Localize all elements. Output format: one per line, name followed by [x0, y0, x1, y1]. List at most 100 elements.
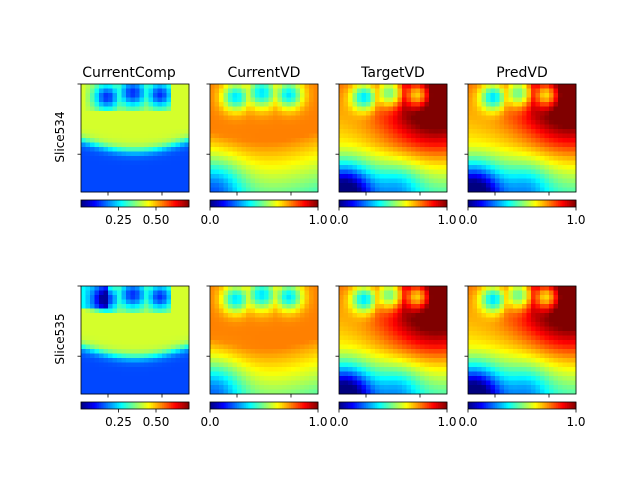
heatmap-cell [361, 299, 367, 305]
heatmap-cell [499, 129, 505, 134]
heatmap-cell [99, 286, 104, 291]
heatmap-cell [144, 147, 149, 152]
heatmap-cell [361, 84, 367, 89]
heatmap-cell [162, 313, 167, 318]
heatmap-cell [264, 138, 269, 143]
heatmap-cell [273, 120, 278, 125]
heatmap-cell [379, 106, 385, 112]
heatmap-cell [540, 367, 545, 372]
heatmap-cell [210, 313, 215, 318]
heatmap-cell [255, 376, 260, 381]
heatmap-cell [357, 290, 362, 296]
heatmap-cell [313, 165, 319, 170]
heatmap-cell [255, 335, 260, 341]
heatmap-cell [85, 385, 91, 390]
heatmap-cell [135, 340, 140, 345]
heatmap-cell [139, 295, 145, 300]
heatmap-cell [117, 313, 122, 318]
heatmap-cell [486, 299, 491, 305]
heatmap-cell [415, 138, 421, 143]
heatmap-cell [411, 344, 416, 350]
colorbar-segment [133, 402, 136, 409]
colorbar-segment [149, 200, 152, 207]
heatmap-cell [442, 142, 448, 148]
heatmap-cell [121, 295, 127, 300]
heatmap-cell [153, 129, 158, 134]
heatmap-cell [397, 340, 403, 345]
heatmap-cell [282, 353, 287, 359]
heatmap-cell [490, 124, 496, 130]
heatmap-cell [339, 133, 344, 139]
heatmap-cell [81, 169, 86, 175]
heatmap-cell [370, 344, 376, 350]
heatmap-cell [117, 156, 122, 161]
heatmap-cell [468, 304, 473, 309]
heatmap-cell [286, 299, 292, 305]
heatmap-cell [531, 88, 536, 94]
heatmap-cell [397, 156, 403, 161]
heatmap-cell [442, 376, 448, 381]
heatmap-cell [504, 340, 509, 345]
heatmap-cell [522, 97, 527, 103]
heatmap-cell [300, 317, 305, 323]
heatmap-cell [499, 313, 505, 318]
heatmap-cell [424, 183, 430, 188]
heatmap-cell [558, 304, 563, 309]
heatmap-cell [166, 380, 172, 386]
heatmap-cell [549, 106, 554, 112]
heatmap-cell [490, 304, 496, 309]
heatmap-cell [402, 322, 407, 327]
heatmap-cell [442, 138, 448, 143]
heatmap-cell [219, 147, 224, 152]
heatmap-cell [94, 317, 100, 323]
heatmap-cell [553, 286, 559, 291]
heatmap-cell [304, 178, 310, 184]
heatmap-cell [259, 380, 265, 386]
heatmap-cell [531, 174, 536, 179]
heatmap-cell [304, 142, 310, 148]
heatmap-cell [126, 120, 131, 125]
heatmap-cell [304, 106, 310, 112]
heatmap-cell [366, 340, 371, 345]
heatmap-cell [393, 290, 398, 296]
heatmap-cell [144, 308, 149, 314]
heatmap-cell [433, 308, 439, 314]
heatmap-cell [108, 362, 113, 368]
heatmap-cell [339, 111, 344, 116]
heatmap-cell [420, 335, 425, 341]
heatmap-cell [504, 120, 509, 125]
heatmap-cell [549, 160, 554, 166]
heatmap-cell [549, 362, 554, 368]
heatmap-cell [477, 371, 482, 377]
heatmap-cell [108, 106, 113, 112]
heatmap-cell [139, 322, 145, 327]
heatmap-cell [295, 88, 301, 94]
heatmap-cell [81, 133, 86, 139]
heatmap-cell [117, 129, 122, 134]
heatmap-cell [184, 178, 190, 184]
heatmap-cell [184, 322, 190, 327]
heatmap-cell [117, 102, 122, 107]
heatmap-cell [166, 84, 172, 89]
heatmap-cell [166, 326, 172, 332]
heatmap-cell [397, 385, 403, 390]
heatmap-cell [255, 156, 260, 161]
heatmap-cell [175, 187, 181, 193]
heatmap-cell [517, 335, 523, 341]
heatmap-cell [366, 335, 371, 341]
heatmap-cell [522, 111, 527, 116]
colorbar-segment [280, 200, 283, 207]
heatmap-cell [481, 115, 487, 121]
heatmap-cell [343, 169, 349, 175]
heatmap-cell [250, 160, 256, 166]
heatmap-cell [567, 169, 572, 175]
heatmap-cell [255, 286, 260, 291]
heatmap-cell [153, 385, 158, 390]
heatmap-cell [313, 174, 319, 179]
heatmap-cell [148, 344, 154, 350]
heatmap-cell [268, 102, 274, 107]
heatmap-cell [366, 358, 371, 363]
colorbar-segment [187, 200, 190, 207]
colorbar-segment [131, 200, 134, 207]
heatmap-cell [313, 106, 319, 112]
